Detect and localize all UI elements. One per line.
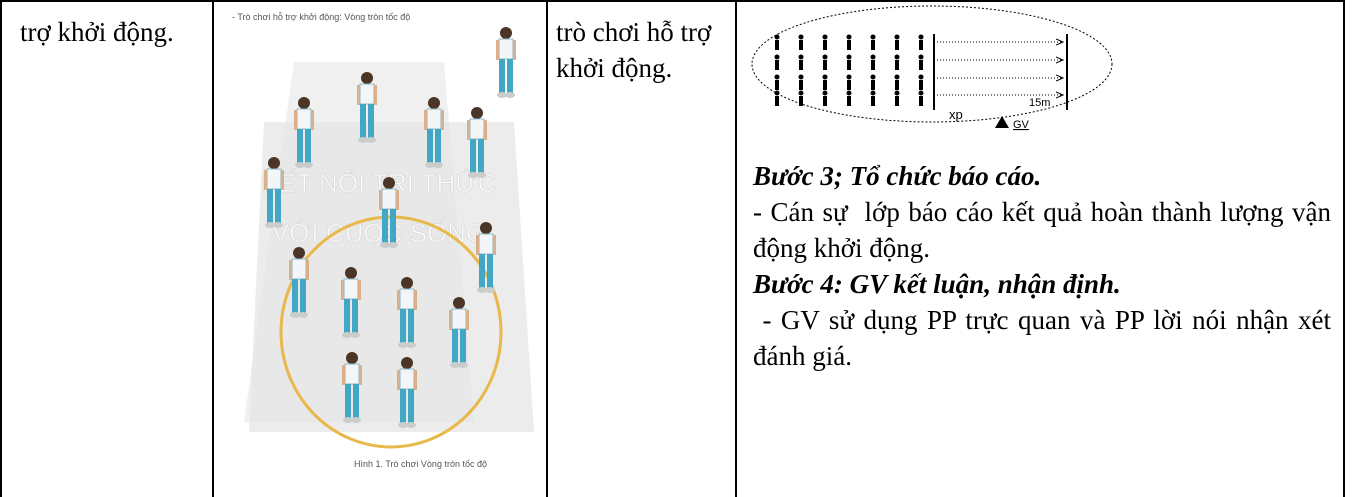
- figure-heading: - Trò chơi hỗ trợ khởi động: Vòng tròn t…: [232, 12, 410, 22]
- table-cell: - Trò chơi hỗ trợ khởi động: Vòng tròn t…: [212, 0, 546, 497]
- step-text: - GV sử dụng PP trực quan và PP lời nói …: [753, 305, 1338, 371]
- cell-text: Bước 3; Tổ chức báo cáo. - Cán sự lớp báo…: [753, 158, 1331, 374]
- figure-caption: Hình 1. Trò chơi Vòng tròn tốc độ: [354, 459, 487, 469]
- step-heading: Bước 4: GV kết luận, nhận định.: [753, 269, 1121, 299]
- start-label: xp: [949, 107, 963, 122]
- distance-label: 15m: [1029, 97, 1050, 109]
- formation-diagram: xp 15m GV: [751, 5, 1113, 131]
- table-cell: xp 15m GV Bước 3; Tổ chức báo cáo. - Cán …: [735, 0, 1345, 497]
- table-cell: trò chơi hỗ trợ khởi động.: [546, 0, 735, 497]
- figure: - Trò chơi hỗ trợ khởi động: Vòng tròn t…: [232, 12, 534, 469]
- cell-text: trò chơi hỗ trợ khởi động.: [556, 17, 712, 83]
- teacher-label: GV: [1013, 119, 1030, 131]
- step-heading: Bước 3; Tổ chức báo cáo.: [753, 161, 1042, 191]
- cell-text: trợ khởi động.: [20, 17, 174, 47]
- table-cell: trợ khởi động.: [0, 0, 212, 497]
- step-text: - Cán sự lớp báo cáo kết quả hoàn thành …: [753, 197, 1338, 263]
- watermark: VỚI CUỘC SỐNG: [272, 218, 486, 248]
